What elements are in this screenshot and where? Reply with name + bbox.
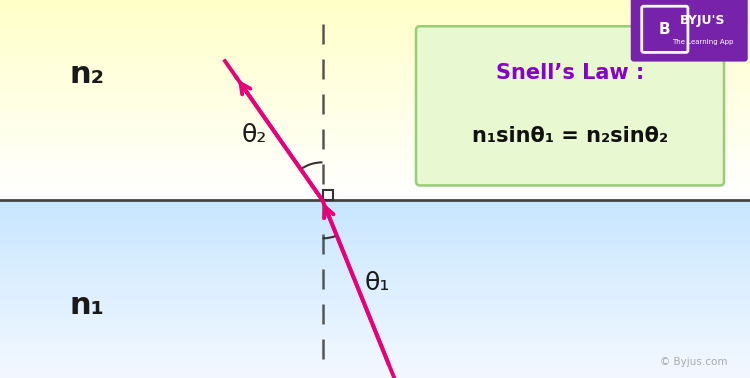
Bar	[0, 311, 750, 316]
Text: © Byjus.com: © Byjus.com	[660, 357, 728, 367]
Bar	[0, 105, 750, 110]
Bar	[322, 191, 332, 200]
Bar	[0, 170, 750, 175]
Bar	[0, 5, 750, 10]
Bar	[0, 135, 750, 140]
Bar	[0, 373, 750, 378]
Bar	[0, 35, 750, 40]
Bar	[0, 369, 750, 373]
Text: n₂: n₂	[70, 60, 105, 89]
Bar	[0, 85, 750, 90]
Bar	[0, 0, 750, 5]
Text: n₁sinθ₁ = n₂sinθ₂: n₁sinθ₁ = n₂sinθ₂	[472, 126, 668, 146]
Bar	[0, 316, 750, 320]
Bar	[0, 329, 750, 334]
Bar	[0, 347, 750, 352]
Bar	[0, 267, 750, 271]
Text: BYJU'S: BYJU'S	[680, 14, 725, 27]
Bar	[0, 365, 750, 369]
Bar	[0, 25, 750, 30]
Bar	[0, 115, 750, 120]
Bar	[0, 40, 750, 45]
Bar	[0, 227, 750, 231]
Bar	[0, 15, 750, 20]
Bar	[0, 70, 750, 75]
Bar	[0, 360, 750, 365]
FancyBboxPatch shape	[416, 26, 724, 186]
Bar	[0, 231, 750, 236]
Bar	[0, 180, 750, 185]
Bar	[0, 65, 750, 70]
Bar	[0, 320, 750, 325]
Bar	[0, 262, 750, 267]
Bar	[0, 236, 750, 240]
Bar	[0, 209, 750, 214]
Bar	[0, 90, 750, 95]
Bar	[0, 30, 750, 35]
Bar	[0, 245, 750, 249]
FancyBboxPatch shape	[631, 0, 748, 62]
Bar	[0, 185, 750, 191]
Bar	[0, 80, 750, 85]
Bar	[0, 125, 750, 130]
Bar	[0, 45, 750, 50]
Bar	[0, 307, 750, 311]
Bar	[0, 145, 750, 150]
Text: B: B	[659, 22, 670, 37]
Bar	[0, 214, 750, 218]
Bar	[0, 165, 750, 170]
Bar	[0, 276, 750, 280]
Bar	[0, 175, 750, 180]
Bar	[0, 150, 750, 155]
Bar	[0, 258, 750, 262]
Bar	[0, 223, 750, 227]
Bar	[0, 191, 750, 195]
Bar	[0, 55, 750, 60]
Bar	[0, 356, 750, 360]
Bar	[0, 254, 750, 258]
Bar	[0, 75, 750, 80]
Text: Snell’s Law :: Snell’s Law :	[496, 63, 644, 82]
Bar	[0, 140, 750, 145]
Bar	[0, 240, 750, 245]
Bar	[0, 10, 750, 15]
Bar	[0, 271, 750, 276]
Bar	[0, 205, 750, 209]
Bar	[0, 100, 750, 105]
Bar	[0, 280, 750, 285]
Bar	[0, 20, 750, 25]
Bar	[0, 352, 750, 356]
Bar	[0, 160, 750, 165]
Bar	[0, 338, 750, 342]
Bar	[0, 120, 750, 125]
Bar	[0, 60, 750, 65]
Bar	[0, 195, 750, 200]
Bar	[0, 285, 750, 289]
Bar	[0, 334, 750, 338]
Bar	[0, 218, 750, 223]
Bar	[0, 342, 750, 347]
FancyBboxPatch shape	[642, 6, 688, 53]
Text: θ₂: θ₂	[242, 123, 267, 147]
Text: θ₁: θ₁	[364, 271, 390, 295]
Bar	[0, 130, 750, 135]
Bar	[0, 302, 750, 307]
Bar	[0, 95, 750, 100]
Bar	[0, 50, 750, 55]
Text: n₁: n₁	[70, 291, 105, 320]
Bar	[0, 298, 750, 302]
Bar	[0, 289, 750, 294]
Bar	[0, 110, 750, 115]
Text: The Learning App: The Learning App	[672, 39, 734, 45]
Bar	[0, 200, 750, 205]
Bar	[0, 294, 750, 298]
Bar	[0, 155, 750, 160]
Bar	[0, 249, 750, 254]
Bar	[0, 325, 750, 329]
